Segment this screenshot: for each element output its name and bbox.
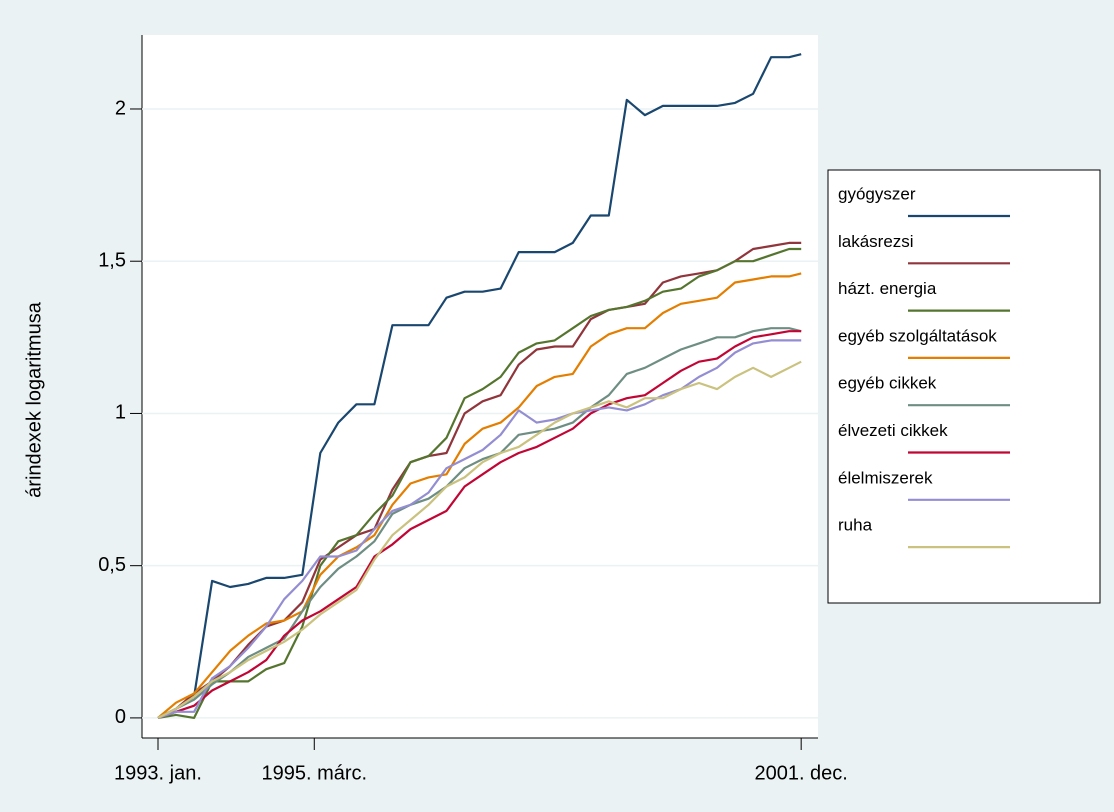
- legend-label: gyógyszer: [838, 184, 916, 203]
- plot-area: [142, 35, 818, 738]
- line: [157, 327, 802, 719]
- x-tick-label: 2001. dec.: [754, 762, 847, 784]
- line: [157, 339, 802, 719]
- y-tick-label: 1: [115, 402, 126, 424]
- line: [157, 360, 802, 719]
- line: [157, 272, 802, 719]
- y-tick-label: 1,5: [98, 249, 126, 271]
- legend-label: lakásrezsi: [838, 232, 914, 251]
- x-tick-label: 1995. márc.: [261, 762, 367, 784]
- x-tick-label: 1993. jan.: [114, 762, 202, 784]
- legend-label: ruha: [838, 516, 873, 535]
- line: [157, 330, 802, 719]
- legend-label: egyéb szolgáltatások: [838, 326, 997, 345]
- y-tick-label: 0,5: [98, 554, 126, 576]
- y-axis-title: árindexek logaritmusa: [23, 301, 45, 498]
- legend-items: gyógyszer lakásrezsi házt. energia egyéb sz…: [838, 184, 1010, 549]
- legend-label: élelmiszerek: [838, 468, 933, 487]
- legend: [827, 169, 1101, 604]
- y-tick-label: 0: [115, 706, 126, 728]
- legend-label: élvezeti cikkek: [838, 421, 948, 440]
- line: [157, 53, 802, 719]
- line: [157, 247, 802, 719]
- legend-label: egyéb cikkek: [838, 374, 937, 393]
- legend-label: házt. energia: [838, 279, 937, 298]
- y-tick-label: 2: [115, 97, 126, 119]
